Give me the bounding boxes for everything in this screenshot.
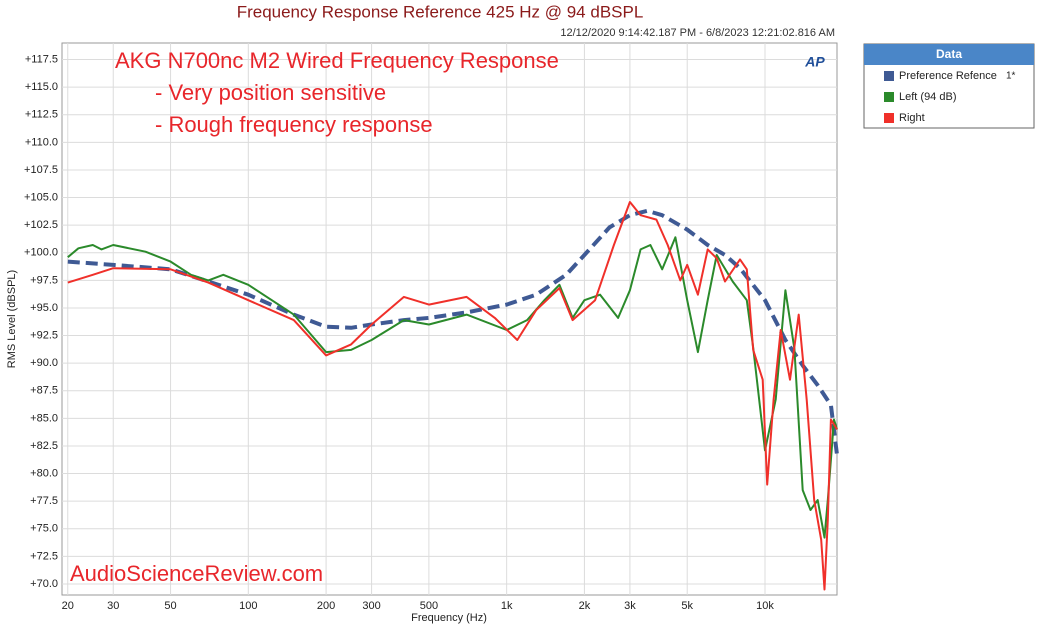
y-tick-label: +110.0 bbox=[25, 136, 58, 148]
y-tick-label: +117.5 bbox=[25, 53, 58, 65]
y-tick-label: +70.0 bbox=[30, 578, 58, 590]
y-tick-label: +102.5 bbox=[24, 219, 58, 231]
x-tick-label: 3k bbox=[624, 600, 636, 612]
legend-header bbox=[864, 44, 1034, 65]
y-tick-label: +112.5 bbox=[25, 109, 58, 121]
y-tick-label: +100.0 bbox=[24, 247, 58, 259]
legend-swatch bbox=[884, 92, 894, 102]
chart-title: Frequency Response Reference 425 Hz @ 94… bbox=[237, 2, 644, 21]
legend-title: Data bbox=[936, 47, 962, 61]
x-tick-label: 20 bbox=[62, 600, 74, 612]
annotation: - Very position sensitive bbox=[155, 80, 386, 105]
y-tick-label: +85.0 bbox=[30, 412, 58, 424]
y-axis-label: RMS Level (dBSPL) bbox=[6, 270, 18, 368]
x-tick-label: 50 bbox=[164, 600, 176, 612]
x-tick-label: 30 bbox=[107, 600, 119, 612]
x-tick-label: 1k bbox=[501, 600, 513, 612]
y-tick-label: +92.5 bbox=[30, 329, 58, 341]
series-line bbox=[67, 201, 838, 591]
y-tick-label: +107.5 bbox=[24, 164, 58, 176]
legend-swatch bbox=[884, 113, 894, 123]
watermark: AudioScienceReview.com bbox=[70, 561, 323, 586]
x-tick-label: 200 bbox=[317, 600, 335, 612]
y-tick-label: +115.0 bbox=[25, 81, 58, 93]
x-tick-label: 100 bbox=[239, 600, 257, 612]
series-line bbox=[67, 208, 839, 456]
legend: Data 1* Preference Refence Left (94 dB) Ri… bbox=[863, 43, 1035, 129]
legend-label: Right bbox=[899, 112, 925, 124]
x-tick-label: 500 bbox=[420, 600, 438, 612]
y-tick-label: +87.5 bbox=[30, 385, 58, 397]
y-tick-label: +97.5 bbox=[30, 274, 58, 286]
y-tick-label: +105.0 bbox=[24, 191, 58, 203]
x-tick-label: 5k bbox=[681, 600, 693, 612]
legend-label: Left (94 dB) bbox=[899, 91, 956, 103]
y-tick-label: +80.0 bbox=[30, 467, 58, 479]
legend-note: 1* bbox=[1006, 71, 1016, 82]
x-tick-label: 10k bbox=[756, 600, 774, 612]
logo: AP bbox=[804, 54, 825, 70]
y-tick-label: +95.0 bbox=[30, 302, 58, 314]
x-tick-label: 2k bbox=[579, 600, 591, 612]
series-line bbox=[67, 236, 838, 539]
y-tick-label: +77.5 bbox=[30, 495, 58, 507]
x-tick-label: 300 bbox=[362, 600, 380, 612]
y-tick-label: +75.0 bbox=[30, 523, 58, 535]
x-axis-label: Frequency (Hz) bbox=[411, 612, 487, 624]
annotation: AKG N700nc M2 Wired Frequency Response bbox=[115, 48, 559, 73]
y-tick-label: +72.5 bbox=[30, 550, 58, 562]
y-tick-label: +82.5 bbox=[30, 440, 58, 452]
chart-subtitle: 12/12/2020 9:14:42.187 PM - 6/8/2023 12:… bbox=[560, 27, 835, 39]
y-tick-label: +90.0 bbox=[30, 357, 58, 369]
plot: +70.0 +72.5 +75.0 +77.5 +80.0 +82.5 +85.0 +87.5… bbox=[24, 43, 839, 612]
annotation: - Rough frequency response bbox=[155, 112, 433, 137]
legend-label: Preference Refence bbox=[899, 70, 997, 82]
legend-swatch bbox=[884, 71, 894, 81]
